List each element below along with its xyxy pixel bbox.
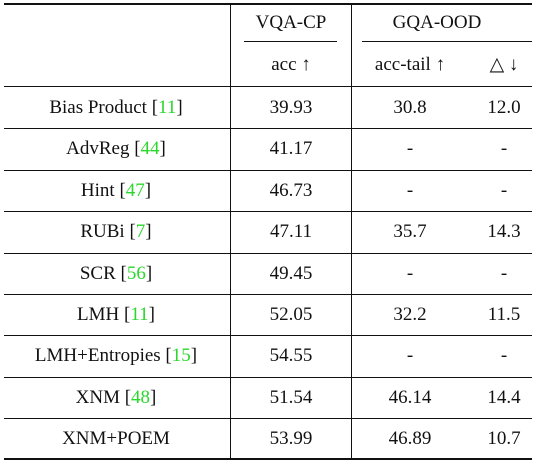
acc-value: 51.54	[269, 386, 313, 408]
row-divider	[4, 128, 532, 130]
citation-link[interactable]: 44	[140, 138, 160, 160]
delta-value: 12.0	[487, 97, 521, 118]
row-divider	[4, 252, 532, 254]
delta-value: -	[500, 345, 508, 367]
row-divider	[4, 376, 532, 378]
method-cell: XNM+POEM	[62, 429, 170, 448]
citation-link[interactable]: 48	[131, 386, 151, 408]
citation-link[interactable]: 15	[171, 345, 191, 367]
acc-value: 47.11	[269, 221, 313, 243]
acc-tail-value: 46.89	[388, 428, 432, 450]
method-name: SCR	[79, 262, 116, 284]
method-cell: Bias Product [11]	[49, 97, 183, 118]
acc-value: 39.93	[269, 97, 313, 118]
delta-value: 11.5	[487, 304, 521, 325]
acc-tail-value: 30.8	[393, 97, 427, 118]
top-rule	[4, 3, 532, 5]
citation-link[interactable]: 56	[126, 262, 146, 284]
header-vqa-cp: VQA-CP	[255, 12, 327, 33]
method-cell: LMH+Entropies [15]	[34, 345, 198, 367]
col-separator-2	[351, 4, 352, 459]
acc-tail-value: 35.7	[393, 221, 427, 243]
method-cell: RUBi [7]	[80, 221, 152, 243]
row-divider	[4, 169, 532, 171]
row-divider	[4, 294, 532, 295]
header-gqa-ood: GQA-OOD	[392, 12, 482, 33]
delta-value: -	[500, 179, 508, 201]
method-cell: AdvReg [44]	[66, 138, 166, 160]
header-rule	[4, 86, 532, 87]
method-cell: XNM [48]	[75, 386, 157, 408]
method-name: LMH+Entropies	[34, 345, 161, 367]
header-delta: △ ↓	[489, 54, 519, 75]
delta-value: -	[500, 138, 508, 160]
col-separator-1	[230, 4, 231, 459]
row-divider	[4, 211, 532, 213]
delta-value: 14.4	[487, 386, 521, 408]
delta-value: 14.3	[487, 221, 521, 243]
acc-tail-value: 46.14	[388, 386, 432, 408]
row-divider	[4, 335, 532, 337]
acc-tail-value: 32.2	[393, 304, 427, 325]
acc-value: 53.99	[269, 428, 313, 450]
bottom-rule	[4, 458, 532, 460]
vqa-cp-underline	[244, 41, 337, 42]
citation-link[interactable]: 11	[130, 304, 149, 325]
method-name: Hint	[80, 179, 115, 201]
acc-value: 54.55	[269, 345, 313, 367]
citation-link[interactable]: 7	[135, 221, 146, 243]
acc-value: 41.17	[269, 138, 313, 160]
acc-value: 52.05	[269, 304, 313, 325]
method-cell: Hint [47]	[80, 179, 152, 201]
method-name: Bias Product	[49, 97, 147, 118]
header-acc-tail: acc-tail ↑	[374, 54, 446, 75]
method-name: XNM	[75, 386, 120, 408]
acc-tail-value: -	[406, 179, 414, 201]
method-name: RUBi	[80, 221, 125, 243]
header-acc: acc ↑	[271, 54, 311, 75]
method-cell: LMH [11]	[77, 304, 155, 325]
acc-tail-value: -	[406, 138, 414, 160]
gqa-ood-underline	[362, 41, 532, 42]
acc-tail-value: -	[406, 345, 414, 367]
acc-value: 49.45	[269, 262, 313, 284]
method-cell: SCR [56]	[79, 262, 153, 284]
row-divider	[4, 418, 532, 420]
method-name: AdvReg	[66, 138, 130, 160]
citation-link[interactable]: 11	[158, 97, 177, 118]
citation-link[interactable]: 47	[125, 179, 145, 201]
delta-value: 10.7	[487, 428, 521, 450]
method-name: XNM+POEM	[62, 428, 170, 450]
method-name: LMH	[77, 304, 120, 325]
acc-value: 46.73	[269, 179, 313, 201]
delta-value: -	[500, 262, 508, 284]
acc-tail-value: -	[406, 262, 414, 284]
